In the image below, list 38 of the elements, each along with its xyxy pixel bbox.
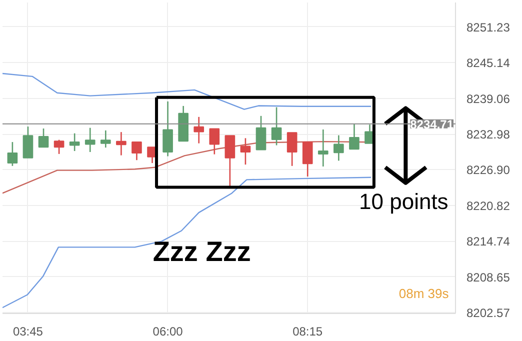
y-tick-label: 8239.06 bbox=[466, 92, 510, 106]
candlestick bbox=[334, 134, 344, 162]
x-tick-label: 06:00 bbox=[152, 324, 184, 338]
ref-line-label: 8234.71 bbox=[410, 117, 454, 132]
annotation: 08m 39s bbox=[398, 286, 450, 301]
candlestick bbox=[271, 106, 282, 146]
x-tick-label: 08:15 bbox=[292, 324, 323, 338]
y-tick-label: 8214.74 bbox=[466, 234, 510, 249]
candlestick bbox=[38, 128, 49, 148]
candlestick bbox=[84, 127, 96, 153]
x-tick-label: 03:45 bbox=[12, 324, 44, 338]
candlestick bbox=[22, 126, 34, 158]
y-tick-label: 8232.98 bbox=[466, 128, 510, 142]
candlestick bbox=[256, 115, 266, 150]
y-tick-label: 8251.23 bbox=[466, 20, 510, 34]
candlestick bbox=[318, 128, 328, 168]
candlestick bbox=[209, 128, 220, 155]
candlestick bbox=[116, 131, 126, 156]
y-tick-label: 8245.14 bbox=[466, 56, 510, 70]
candlestick bbox=[7, 141, 18, 167]
y-tick-label: 8220.82 bbox=[466, 198, 510, 213]
candlestick bbox=[162, 100, 173, 157]
candlestick bbox=[194, 116, 204, 144]
candlestick bbox=[69, 132, 80, 152]
candlestick bbox=[224, 134, 236, 188]
candlestick bbox=[54, 139, 64, 155]
y-tick-label: 8226.90 bbox=[466, 163, 510, 178]
y-tick-label: 8208.65 bbox=[466, 270, 510, 284]
candlestick bbox=[302, 141, 313, 178]
line-series bbox=[2, 72, 372, 110]
candlestick bbox=[100, 130, 111, 148]
annotation: 10 points bbox=[359, 189, 448, 214]
y-tick-label: 8202.57 bbox=[466, 306, 510, 320]
candlestick bbox=[132, 141, 142, 161]
annotation: Zzz Zzz bbox=[152, 236, 251, 267]
candlestick bbox=[240, 138, 251, 166]
candlestick bbox=[349, 123, 360, 150]
candlestick bbox=[286, 132, 298, 167]
